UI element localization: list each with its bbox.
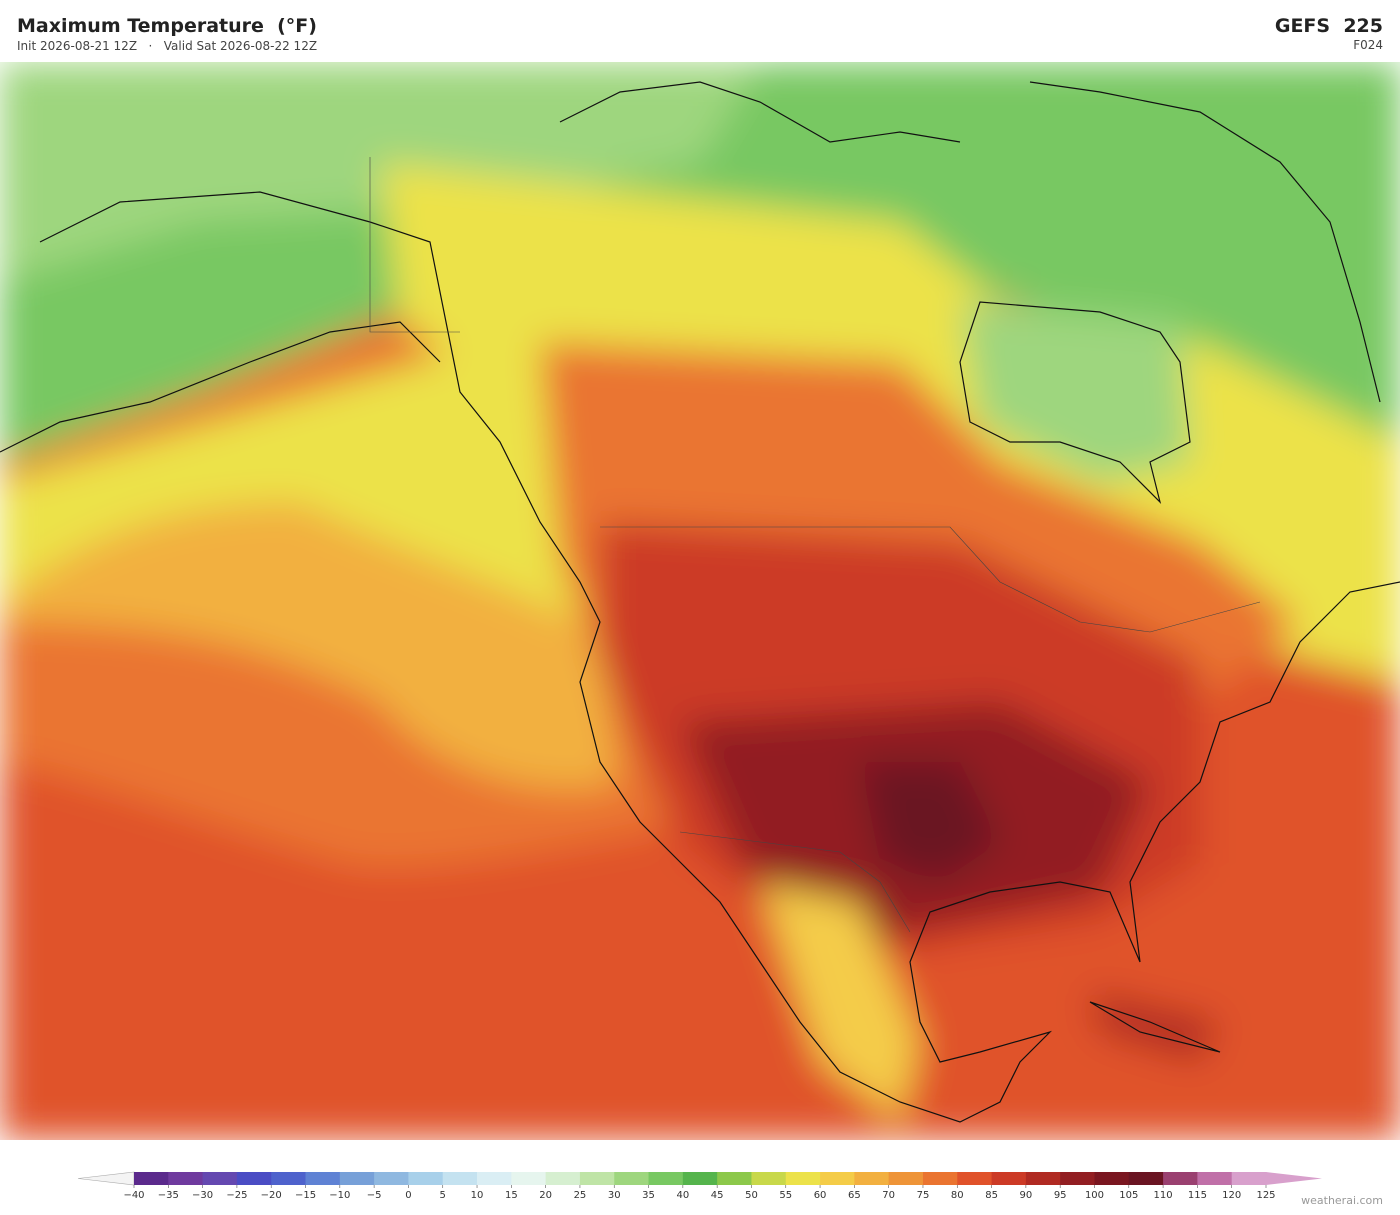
colorbar-bin (751, 1172, 787, 1185)
colorbar-tick-label: −25 (226, 1190, 247, 1201)
coastlines (0, 81, 1400, 1123)
credit: weatherai.com (1301, 1194, 1383, 1207)
colorbar-bin (579, 1172, 615, 1185)
colorbar-tick-label: 60 (814, 1190, 827, 1201)
colorbar-bin (168, 1172, 204, 1185)
colorbar: −40 −35 −30 −25 −20 −15 −10 −5 0 5 10 15 20 25 30 35 40 4… (77, 1171, 1322, 1201)
colorbar-bin (202, 1172, 238, 1185)
colorbar-bin (991, 1172, 1027, 1185)
colorbar-tick-label: 65 (848, 1190, 861, 1201)
colorbar-bin (1060, 1172, 1095, 1185)
colorbar-bin (374, 1172, 409, 1185)
colorbar-tick-label: 110 (1154, 1190, 1173, 1201)
colorbar-bin (1163, 1172, 1198, 1185)
map (0, 62, 1400, 1140)
colorbar-tick-label: 120 (1222, 1190, 1241, 1201)
colorbar-bin (922, 1172, 958, 1185)
colorbar-tick-label: 105 (1119, 1190, 1138, 1201)
colorbar-bin (408, 1172, 444, 1185)
colorbar-bin (477, 1172, 512, 1185)
colorbar-bin (717, 1172, 752, 1185)
colorbar-bin (339, 1172, 375, 1185)
colorbar-tick-label: 85 (985, 1190, 998, 1201)
colorbar-tick-label: −5 (367, 1190, 382, 1201)
colorbar-bin (614, 1172, 650, 1185)
colorbar-bin (442, 1172, 478, 1185)
colorbar-tick-label: 100 (1085, 1190, 1104, 1201)
colorbar-over (1266, 1172, 1322, 1185)
colorbar-tick-label: 20 (539, 1190, 552, 1201)
colorbar-bin (1197, 1172, 1233, 1185)
colorbar-tick-label: 35 (642, 1190, 655, 1201)
colorbar-bin (236, 1172, 272, 1185)
colorbar-bin (1025, 1172, 1061, 1185)
colorbar-bin (1231, 1172, 1267, 1185)
borders (369, 157, 1261, 933)
colorbar-bin (1094, 1172, 1130, 1185)
colorbar-tick-label: 0 (405, 1190, 411, 1201)
colorbar-bin (854, 1172, 890, 1185)
colorbar-bin (511, 1172, 547, 1185)
colorbar-tick-label: 5 (440, 1190, 446, 1201)
colorbar-bin (888, 1172, 924, 1185)
colorbar-tick-label: 50 (745, 1190, 758, 1201)
colorbar-tick-label: 30 (608, 1190, 621, 1201)
colorbar-tick-label: 45 (711, 1190, 724, 1201)
colorbar-tick-label: −20 (261, 1190, 282, 1201)
colorbar-bin (820, 1172, 855, 1185)
colorbar-tick-label: 75 (917, 1190, 930, 1201)
colorbar-tick-label: −30 (192, 1190, 213, 1201)
valid-time: Valid Sat 2026-08-22 12Z (163, 39, 318, 53)
colorbar-bin (305, 1172, 341, 1185)
colorbar-tick-label: 70 (882, 1190, 895, 1201)
colorbar-bin (957, 1172, 993, 1185)
colorbar-tick-label: 55 (779, 1190, 792, 1201)
colorbar-bin (648, 1172, 684, 1185)
colorbar-tick-label: −10 (329, 1190, 350, 1201)
model: GEFS 225 (1274, 15, 1383, 37)
colorbar-under (77, 1171, 135, 1186)
colorbar-tick-label: 115 (1188, 1190, 1207, 1201)
temperature-field (0, 62, 1400, 1140)
colorbar-tick-label: 80 (951, 1190, 964, 1201)
colorbar-tick-label: −35 (158, 1190, 179, 1201)
colorbar-tick-label: 95 (1054, 1190, 1067, 1201)
colorbar-bin (271, 1172, 307, 1185)
colorbar-bin (1128, 1172, 1164, 1185)
init-time: Init 2026-08-21 12Z (17, 39, 138, 53)
colorbar-tick-label: 125 (1256, 1190, 1275, 1201)
subtitle: Init 2026-08-21 12Z · Valid Sat 2026-08-… (17, 39, 317, 53)
colorbar-bin (785, 1172, 821, 1185)
colorbar-tick-label: −40 (123, 1190, 144, 1201)
colorbar-tick-label: 10 (471, 1190, 484, 1201)
title: Maximum Temperature (°F) (17, 15, 317, 37)
forecast-hour: F024 (1353, 38, 1383, 52)
colorbar-tick-label: 15 (505, 1190, 518, 1201)
colorbar-tick-label: −15 (295, 1190, 316, 1201)
colorbar-tick-label: 40 (676, 1190, 689, 1201)
colorbar-bin (134, 1172, 169, 1185)
colorbar-tick-label: 90 (1020, 1190, 1033, 1201)
colorbar-bin (682, 1172, 718, 1185)
colorbar-tick-label: 25 (574, 1190, 587, 1201)
colorbar-bin (545, 1172, 581, 1185)
separator: · (148, 39, 153, 53)
